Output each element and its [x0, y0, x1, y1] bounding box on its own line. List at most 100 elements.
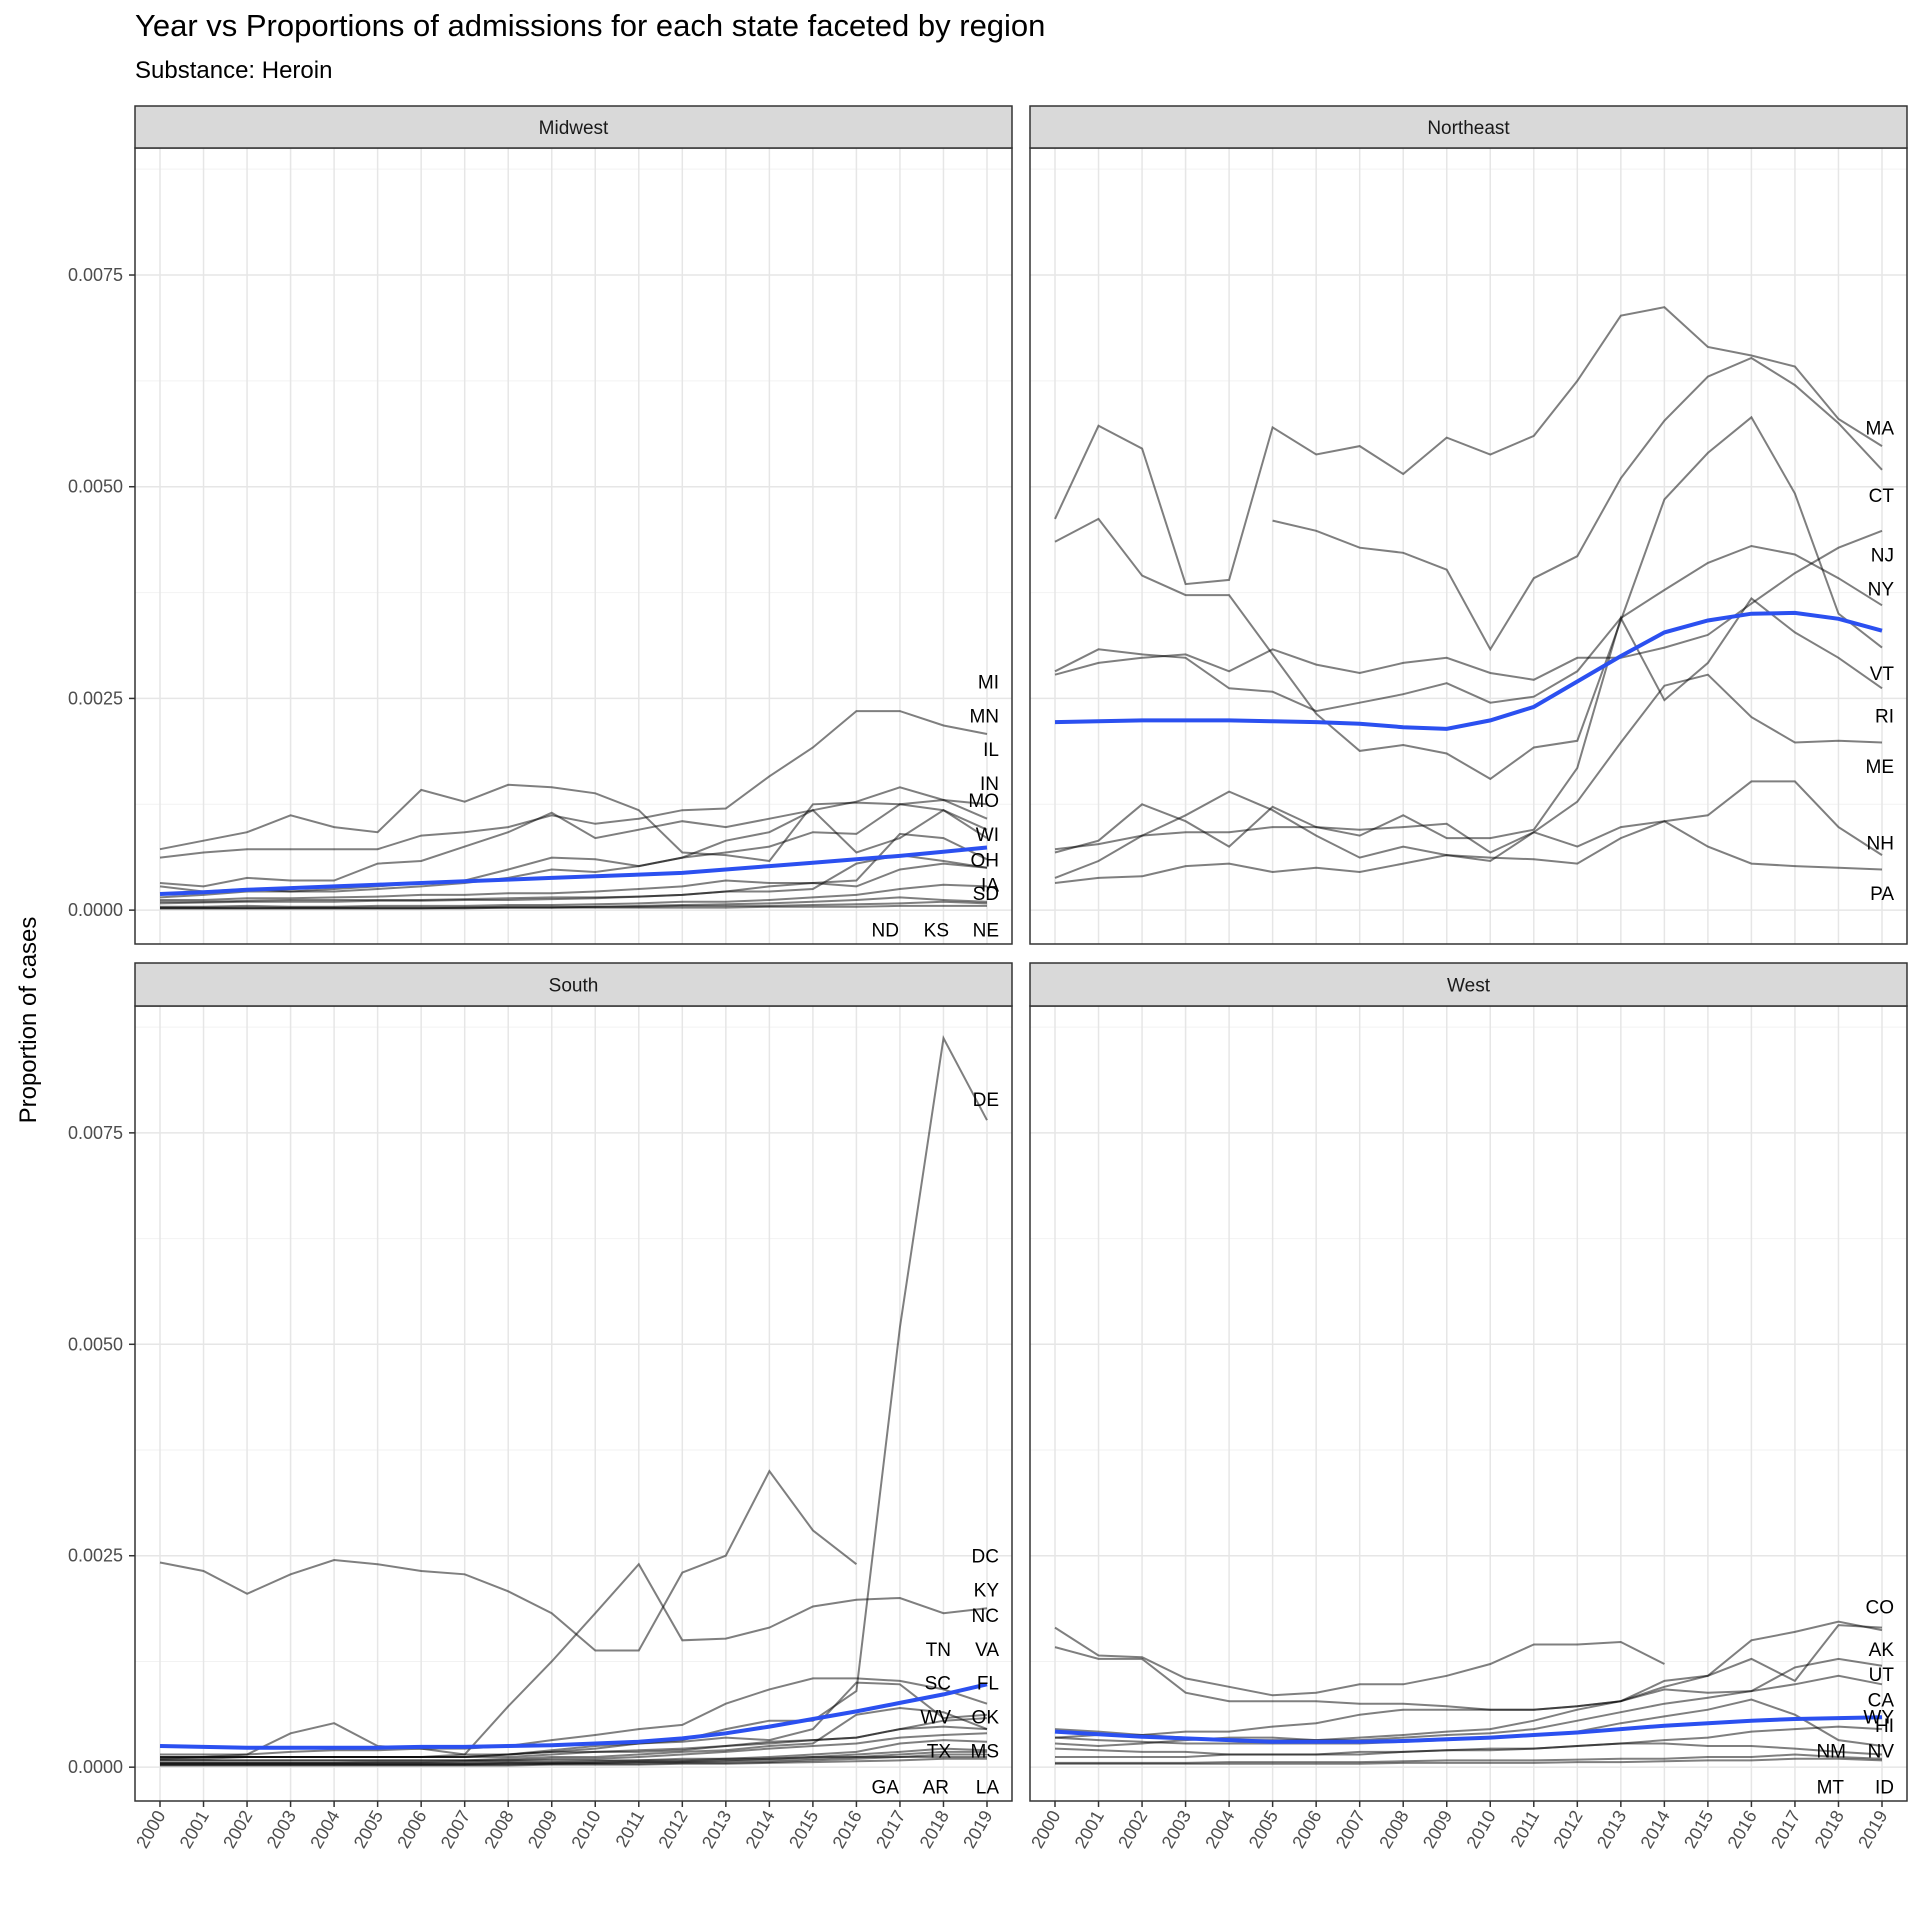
x-tick-label: 2000	[1027, 1807, 1064, 1852]
state-label-tn: TN	[926, 1640, 951, 1661]
y-tick-label: 0.0050	[68, 1334, 123, 1354]
state-label-pa: PA	[1870, 884, 1894, 905]
facet-strip-label: West	[1447, 976, 1491, 997]
series-line-dc	[159, 1469, 858, 1652]
series-line-mn	[159, 710, 988, 859]
state-label-wy: WY	[1863, 1707, 1894, 1728]
state-label-nm: NM	[1816, 1741, 1846, 1762]
facet-strip	[1029, 105, 1908, 149]
x-tick-label: 2008	[480, 1807, 517, 1852]
x-tick-label: 2004	[306, 1807, 343, 1852]
state-label-mn: MN	[969, 706, 999, 727]
state-label-ky: KY	[974, 1581, 1000, 1602]
y-tick-label: 0.0050	[68, 477, 123, 497]
series-line-ny	[1054, 544, 1883, 713]
state-label-dc: DC	[972, 1547, 999, 1568]
series-line-il	[159, 786, 988, 888]
series-line-ia	[159, 862, 988, 905]
x-tick-label: 2002	[219, 1807, 256, 1852]
series-line-mt	[1055, 1753, 1883, 1764]
y-tick-label: 0.0075	[68, 265, 123, 285]
series-line-nh	[1054, 780, 1883, 856]
x-tick-label: 2008	[1375, 1807, 1412, 1852]
x-tick-label: 2011	[612, 1807, 649, 1851]
facet-strip	[134, 105, 1013, 149]
state-label-tx: TX	[927, 1741, 952, 1762]
state-label-hi: HI	[1875, 1716, 1894, 1737]
y-tick-label: 0.0000	[68, 1757, 123, 1777]
series-line-co	[1054, 1626, 1665, 1697]
state-label-ar: AR	[923, 1778, 949, 1799]
x-tick-label: 2011	[1507, 1807, 1544, 1851]
state-label-ne: NE	[973, 921, 999, 942]
state-label-in: IN	[980, 774, 999, 795]
series-line-pa	[1054, 820, 1883, 884]
x-tick-label: 2014	[1636, 1807, 1673, 1852]
state-label-oh: OH	[971, 850, 1000, 871]
facet-strip-label: South	[549, 976, 599, 997]
x-tick-label: 2002	[1114, 1807, 1151, 1852]
state-label-me: ME	[1866, 757, 1895, 778]
facet-strip	[1029, 962, 1908, 1007]
x-tick-label: 2006	[393, 1807, 430, 1852]
x-tick-label: 2005	[350, 1807, 387, 1852]
x-tick-label: 2015	[1680, 1807, 1717, 1852]
facet-panel-northeast: MA CT NJ NY VT RI ME NH PA Northeast	[1029, 105, 1908, 945]
state-label-co: CO	[1866, 1597, 1895, 1618]
x-tick-label: 2016	[829, 1807, 866, 1852]
state-label-nv: NV	[1868, 1741, 1895, 1762]
state-label-nd: ND	[872, 921, 899, 942]
facet-strip-label: Northeast	[1427, 118, 1510, 139]
x-tick-label: 2018	[1811, 1807, 1848, 1852]
x-tick-label: 2003	[263, 1807, 300, 1852]
chart-title: Year vs Proportions of admissions for ea…	[135, 8, 1046, 43]
state-label-wi: WI	[976, 825, 999, 846]
x-tick-label: 2001	[1071, 1807, 1108, 1852]
y-tick-label: 0.0075	[68, 1123, 123, 1143]
facet-strip-label: Midwest	[539, 118, 609, 139]
x-tick-label: 2019	[1854, 1807, 1891, 1852]
y-tick-label: 0.0025	[68, 1546, 123, 1566]
series-line-ut	[1054, 1624, 1883, 1739]
x-tick-label: 2010	[567, 1807, 604, 1852]
series-line-mo	[159, 808, 988, 893]
state-label-ak: AK	[1869, 1640, 1895, 1661]
state-label-fl: FL	[977, 1674, 999, 1695]
state-label-ct: CT	[1869, 486, 1895, 507]
state-label-id: ID	[1875, 1778, 1894, 1799]
state-label-sd: SD	[973, 884, 999, 905]
state-label-va: VA	[975, 1640, 999, 1661]
state-label-ri: RI	[1875, 706, 1894, 727]
state-label-ms: MS	[971, 1741, 1000, 1762]
x-tick-label: 2013	[698, 1807, 735, 1852]
state-label-wv: WV	[920, 1707, 951, 1728]
x-tick-label: 2013	[1593, 1807, 1630, 1852]
facet-panel-south: DE DC KY NC TN VA SC FL WV OK TX MS GA AR LA South 0.000…	[68, 962, 1013, 1852]
x-tick-label: 2019	[959, 1807, 996, 1852]
facet-strip	[134, 962, 1013, 1007]
state-label-ok: OK	[972, 1707, 1000, 1728]
trend-line	[159, 845, 988, 896]
x-tick-label: 2000	[132, 1807, 169, 1852]
y-tick-label: 0.0025	[68, 688, 123, 708]
series-line-ne	[160, 904, 987, 910]
x-tick-label: 2017	[1767, 1807, 1804, 1852]
panel-background	[135, 1006, 1012, 1801]
x-tick-label: 2016	[1724, 1807, 1761, 1852]
x-tick-label: 2017	[872, 1807, 909, 1852]
state-label-ca: CA	[1868, 1691, 1895, 1712]
series-line-oh	[160, 854, 988, 903]
state-label-il: IL	[983, 740, 999, 761]
x-tick-label: 2015	[785, 1807, 822, 1852]
state-label-mt: MT	[1817, 1778, 1845, 1799]
trend-line	[159, 1682, 988, 1750]
state-label-mi: MI	[978, 672, 999, 693]
series-line-ar	[160, 1757, 987, 1767]
series-line-ma	[1054, 306, 1883, 586]
trend-line	[1054, 610, 1883, 731]
series-line-la	[160, 1753, 987, 1765]
state-label-sc: SC	[925, 1674, 951, 1695]
x-tick-label: 2010	[1462, 1807, 1499, 1852]
